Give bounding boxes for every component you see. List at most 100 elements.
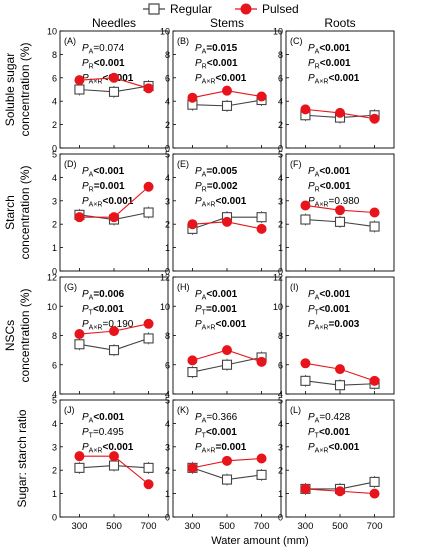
row-y-labels: Soluble sugar concentration (%)Starch conc… xyxy=(3,42,32,507)
stat-subscript: A×R xyxy=(315,202,329,209)
x-tick-label: 700 xyxy=(254,521,270,532)
stat-symbol: P xyxy=(308,289,315,300)
stat-subscript: A×R xyxy=(89,325,103,332)
pulsed-point xyxy=(369,113,380,124)
panel-letter: (C) xyxy=(290,36,303,46)
stat-line: PR=0.002 xyxy=(195,181,238,194)
panel-letter: (B) xyxy=(177,36,189,46)
stat-line: PA<0.001 xyxy=(308,289,351,302)
y-tick-label: 6 xyxy=(52,73,57,83)
stat-symbol: P xyxy=(195,442,202,453)
stat-value: =0.428 xyxy=(319,412,350,423)
y-tick-label: 3 xyxy=(165,196,170,206)
stat-line: PA×R=0.003 xyxy=(308,319,360,332)
stat-subscript: R xyxy=(202,64,207,71)
regular-point xyxy=(143,462,154,473)
pulsed-point xyxy=(369,375,380,386)
stat-line: PT=0.001 xyxy=(195,304,237,317)
y-tick-label: 0 xyxy=(52,513,57,523)
stat-symbol: P xyxy=(82,319,89,330)
stat-value: <0.001 xyxy=(319,166,350,177)
stat-subscript: R xyxy=(315,64,320,71)
stat-subscript: A×R xyxy=(202,79,216,86)
panel-letter: (G) xyxy=(64,282,77,292)
stat-value: <0.001 xyxy=(319,289,350,300)
pulsed-point xyxy=(335,107,345,118)
legend: Regular Pulsed xyxy=(143,2,299,16)
stat-value: <0.001 xyxy=(320,58,351,69)
y-tick-label: 3 xyxy=(278,442,283,452)
stat-symbol: P xyxy=(82,181,89,192)
y-tick-label: 8 xyxy=(165,331,170,341)
y-tick-label: 8 xyxy=(165,50,170,60)
pulsed-point xyxy=(74,212,85,223)
y-tick-label: 12 xyxy=(160,273,170,283)
pulsed-point xyxy=(222,345,232,356)
y-tick-label: 5 xyxy=(52,396,57,406)
pulsed-point xyxy=(300,200,311,211)
regular-point xyxy=(143,333,154,344)
stat-symbol: P xyxy=(308,412,315,423)
regular-point xyxy=(369,476,380,487)
stat-line: PA=0.428 xyxy=(308,412,351,425)
stat-symbol: P xyxy=(82,304,89,315)
stat-line: PA×R<0.001 xyxy=(308,442,360,455)
stat-subscript: A xyxy=(89,295,94,302)
stat-subscript: A xyxy=(89,49,94,56)
stat-line: PA<0.001 xyxy=(82,166,125,179)
stat-symbol: P xyxy=(195,43,202,54)
stat-symbol: P xyxy=(195,412,202,423)
stat-symbol: P xyxy=(195,73,202,84)
y-tick-label: 4 xyxy=(52,419,57,429)
y-tick-label: 6 xyxy=(165,360,170,370)
stat-value: <0.001 xyxy=(215,196,246,207)
stat-symbol: P xyxy=(82,289,89,300)
y-tick-label: 6 xyxy=(165,73,170,83)
stat-line: PA×R<0.001 xyxy=(308,73,360,86)
stat-line: PA=0.005 xyxy=(195,166,238,179)
y-tick-label: 4 xyxy=(278,419,283,429)
stat-value: =0.980 xyxy=(328,196,359,207)
row-label-2: NSCs concentration (%) xyxy=(3,288,32,382)
panel-letter: (L) xyxy=(290,405,301,415)
pulsed-point xyxy=(300,483,311,494)
legend-label: Pulsed xyxy=(262,2,299,16)
stat-subscript: A xyxy=(89,418,94,425)
regular-point xyxy=(108,345,120,356)
pulsed-point xyxy=(74,329,85,340)
stat-symbol: P xyxy=(308,166,315,177)
x-tick-label: 500 xyxy=(106,521,122,532)
stat-line: PT=0.495 xyxy=(82,427,124,440)
stat-line: PA×R=0.980 xyxy=(308,196,360,209)
regular-point xyxy=(221,474,233,485)
y-tick-label: 3 xyxy=(278,196,283,206)
column-title-needles: Needles xyxy=(92,16,136,30)
regular-point xyxy=(369,221,380,232)
panel-letter: (F) xyxy=(290,159,302,169)
y-tick-label: 5 xyxy=(165,150,170,160)
y-tick-label: 0 xyxy=(278,267,283,277)
pulsed-point xyxy=(256,91,267,102)
y-tick-label: 1 xyxy=(52,489,57,499)
y-tick-label: 2 xyxy=(278,466,283,476)
stat-line: PT<0.001 xyxy=(82,304,124,317)
stat-value: =0.190 xyxy=(102,319,133,330)
y-tick-label: 12 xyxy=(273,273,283,283)
pulsed-point xyxy=(187,92,198,103)
row-label-line: NSCs xyxy=(3,320,17,351)
stat-line: PA×R=0.190 xyxy=(82,319,134,332)
y-tick-label: 4 xyxy=(165,173,170,183)
y-tick-label: 2 xyxy=(278,220,283,230)
pulsed-point xyxy=(256,223,267,234)
pulsed-point xyxy=(109,72,119,83)
stat-symbol: P xyxy=(195,319,202,330)
stat-value: <0.001 xyxy=(319,43,350,54)
pulsed-point xyxy=(187,355,198,366)
y-tick-label: 4 xyxy=(278,173,283,183)
